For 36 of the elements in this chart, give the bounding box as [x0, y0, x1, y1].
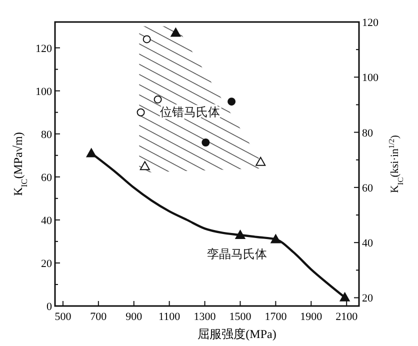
x-axis-title: 屈服强度(MPa) — [198, 327, 276, 341]
point — [270, 234, 281, 244]
point — [202, 138, 210, 146]
y-tick-label: 60 — [41, 172, 52, 184]
point — [142, 35, 151, 44]
y2-tick-label: 60 — [362, 182, 374, 194]
y2-tick-label: 120 — [362, 17, 379, 29]
y-tick-label: 120 — [36, 42, 52, 55]
annotation: 孪晶马氏体 — [207, 246, 267, 261]
point — [140, 161, 150, 170]
point — [256, 156, 266, 166]
point — [136, 108, 145, 116]
point — [170, 28, 181, 37]
x-tick-label: 500 — [54, 311, 72, 323]
y-tick-label: 80 — [41, 128, 52, 141]
y-tick-label: 100 — [36, 86, 52, 98]
y-tick-label: 20 — [41, 258, 52, 270]
x-tick-label: 1900 — [300, 311, 323, 323]
x-tick-label: 1700 — [264, 311, 288, 323]
x-tick-label: 1300 — [194, 311, 216, 323]
point — [86, 148, 96, 158]
y-tick-label: 40 — [41, 214, 52, 227]
point — [235, 230, 246, 239]
y2-tick-label: 20 — [362, 292, 374, 305]
x-tick-label: 1100 — [158, 311, 181, 323]
point — [228, 98, 236, 106]
x-tick-label: 700 — [90, 311, 108, 323]
x-tick-label: 2100 — [336, 311, 358, 323]
point — [340, 292, 350, 302]
x-tick-label: 900 — [126, 311, 143, 323]
y2-tick-label: 100 — [362, 72, 379, 84]
x-tick-label: 1500 — [229, 311, 252, 323]
y2-tick-label: 80 — [362, 127, 374, 140]
y2-tick-label: 40 — [362, 238, 374, 250]
point — [154, 95, 162, 104]
y-tick-label: 0 — [46, 301, 52, 313]
